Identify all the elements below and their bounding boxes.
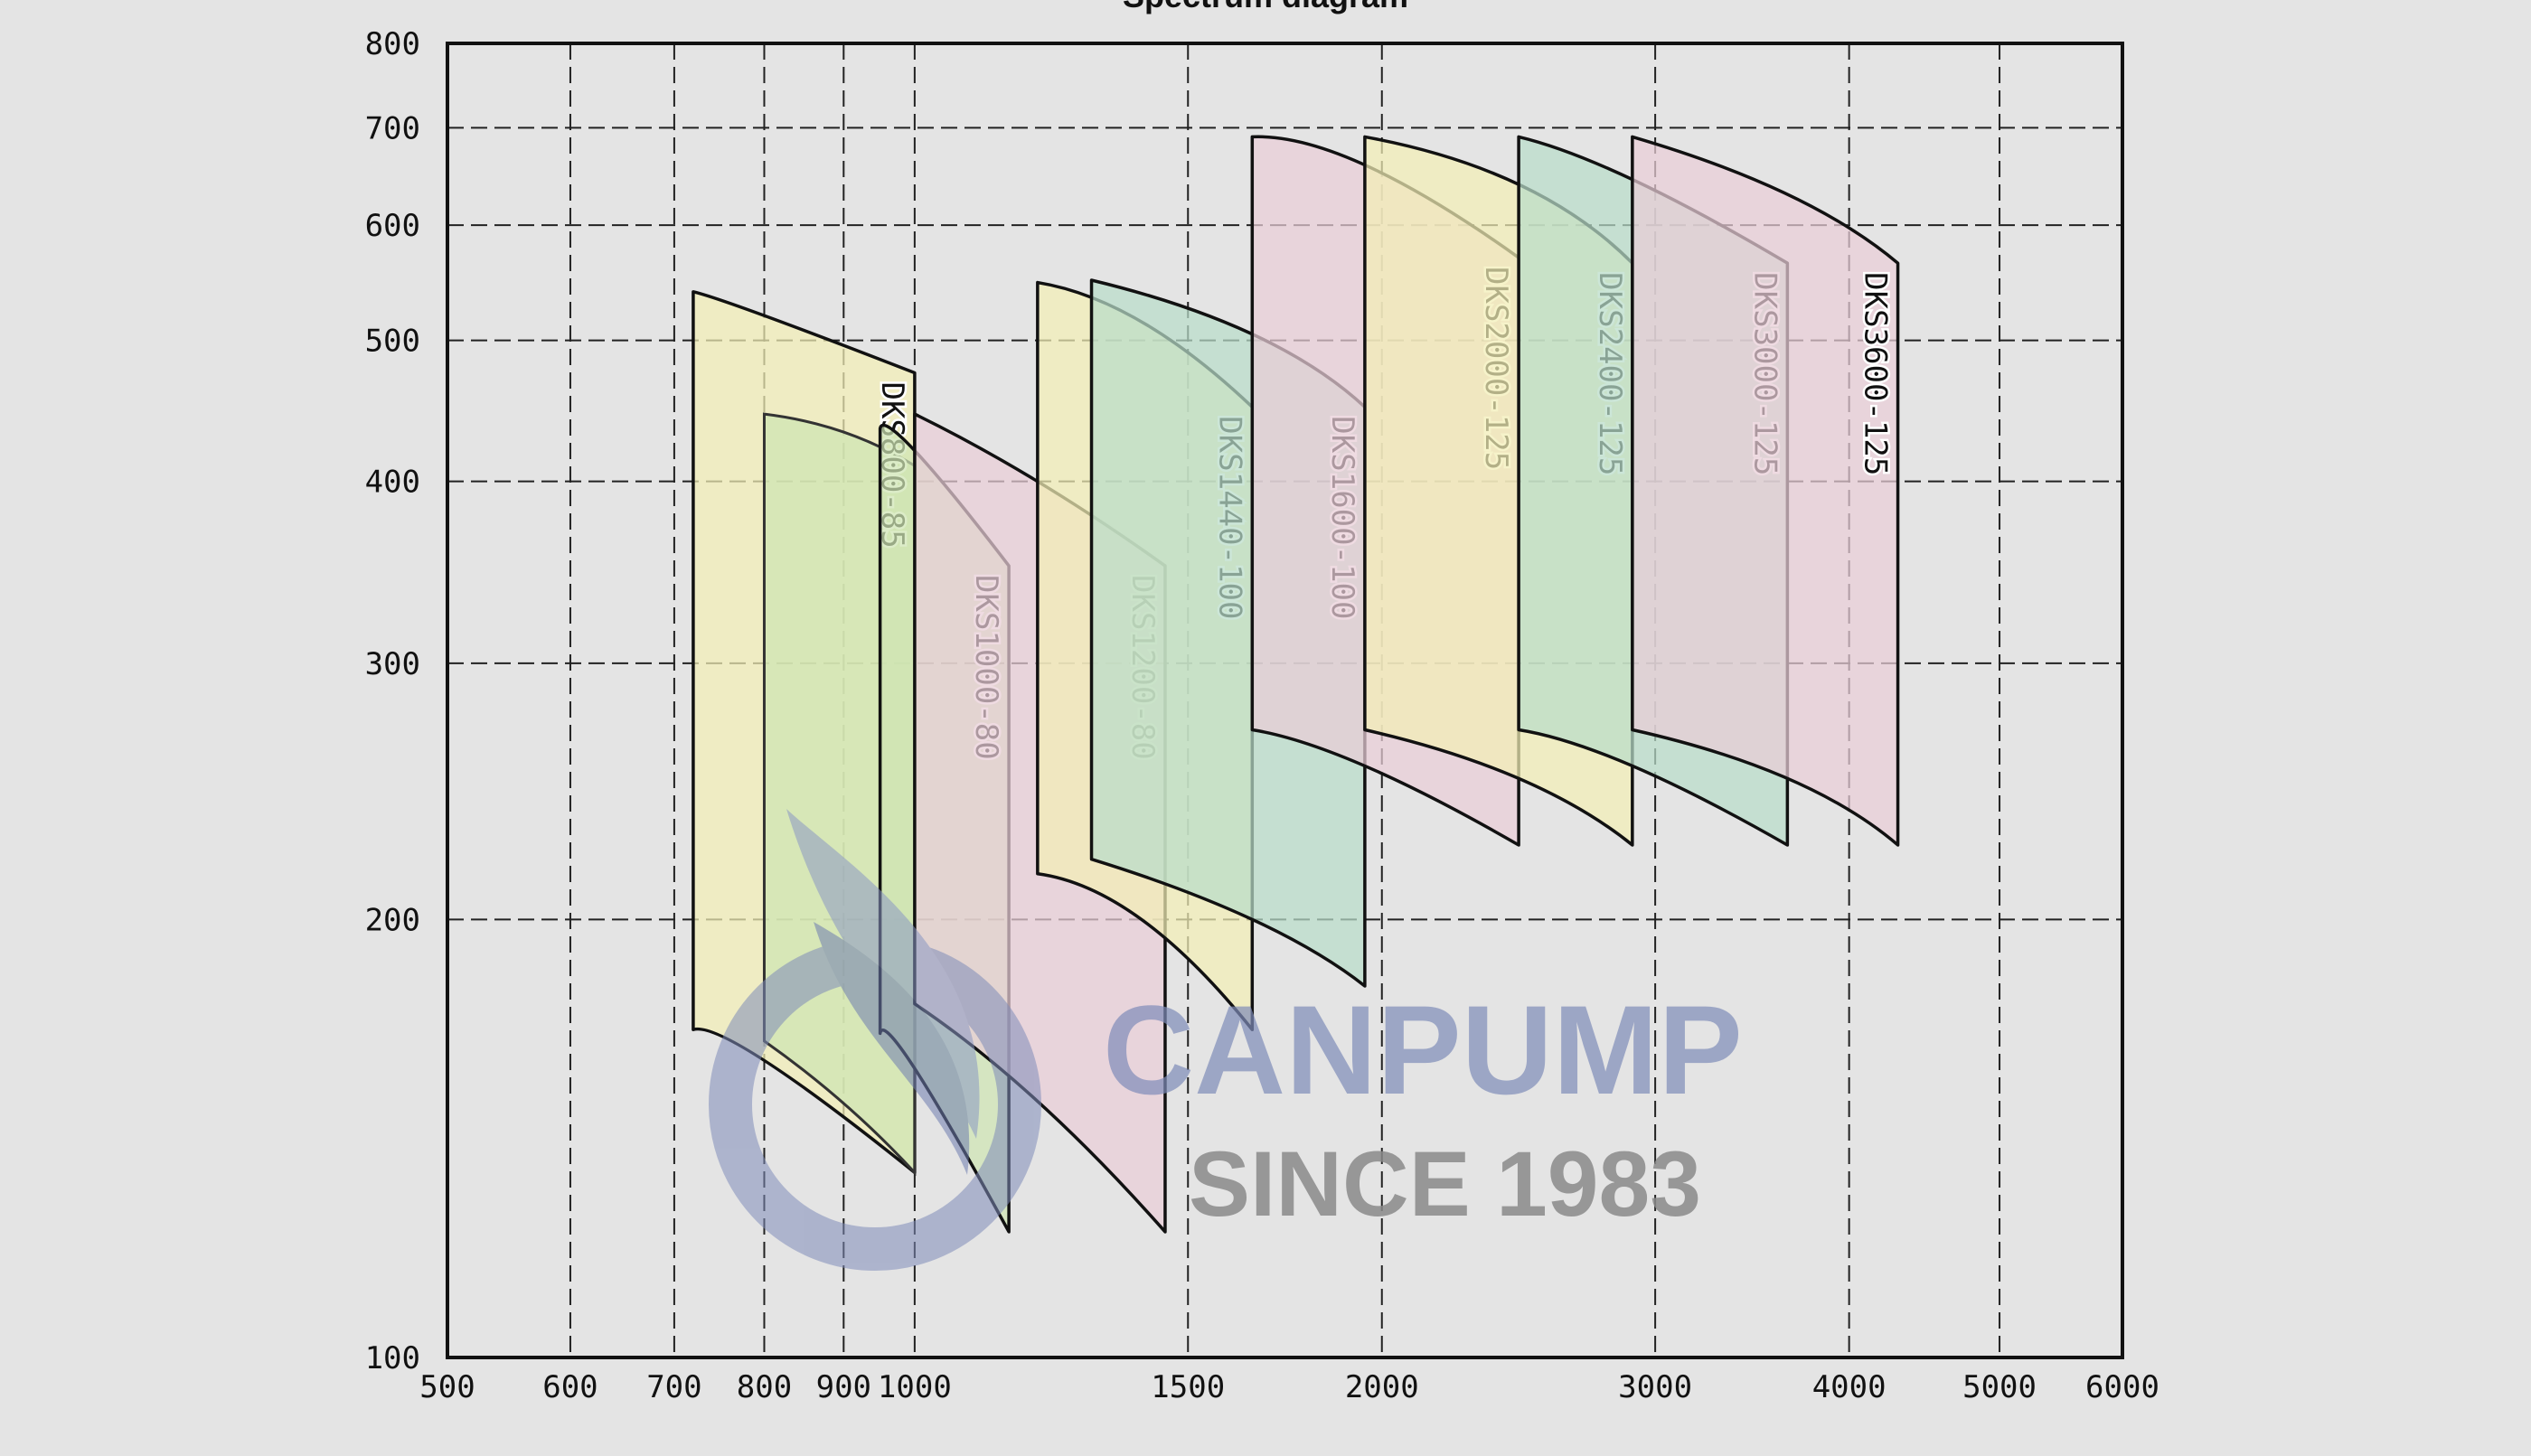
- x-tick-label: 600: [542, 1369, 597, 1405]
- y-tick-label: 200: [365, 902, 420, 938]
- x-tick-label: 4000: [1812, 1369, 1886, 1405]
- y-tick-label: 700: [365, 110, 420, 146]
- chart-title: Spectrum diagram: [1123, 0, 1408, 14]
- watermark-tagline: SINCE 1983: [1189, 1132, 1701, 1235]
- x-tick-label: 1500: [1151, 1369, 1225, 1405]
- x-axis-ticks: 500 600 700 800 900 1000 1500 2000 3000 4000 5000 6…: [419, 1369, 2159, 1405]
- y-tick-label: 400: [365, 465, 420, 501]
- x-tick-label: 800: [737, 1369, 792, 1405]
- series-areas: DKS800-85DKS1000-80DKS1200-80DKS1440-100…: [692, 135, 1900, 1234]
- series-label: DKS3600-125: [1858, 272, 1894, 475]
- x-tick-label: 5000: [1962, 1369, 2037, 1405]
- phoenix-swirl-icon: [709, 809, 1041, 1271]
- y-tick-label: 100: [365, 1340, 420, 1376]
- watermark-brand: CANPUMP: [1103, 979, 1743, 1121]
- x-tick-label: 3000: [1618, 1369, 1692, 1405]
- x-tick-label: 900: [816, 1369, 871, 1405]
- y-tick-label: 800: [365, 26, 420, 62]
- x-tick-label: 1000: [878, 1369, 952, 1405]
- y-axis-ticks: 100 200 300 400 500 600 700 800: [365, 26, 420, 1376]
- x-tick-label: 6000: [2085, 1369, 2159, 1405]
- y-tick-label: 500: [365, 324, 420, 360]
- x-tick-label: 700: [646, 1369, 701, 1405]
- x-tick-label: 2000: [1345, 1369, 1419, 1405]
- series-area-dks3600-125: [1631, 135, 1900, 847]
- x-tick-label: 500: [419, 1369, 475, 1405]
- plot-frame: [446, 42, 2124, 1359]
- y-tick-label: 600: [365, 208, 420, 244]
- y-tick-label: 300: [365, 646, 420, 682]
- watermark: CANPUMP SINCE 1983: [709, 809, 1743, 1271]
